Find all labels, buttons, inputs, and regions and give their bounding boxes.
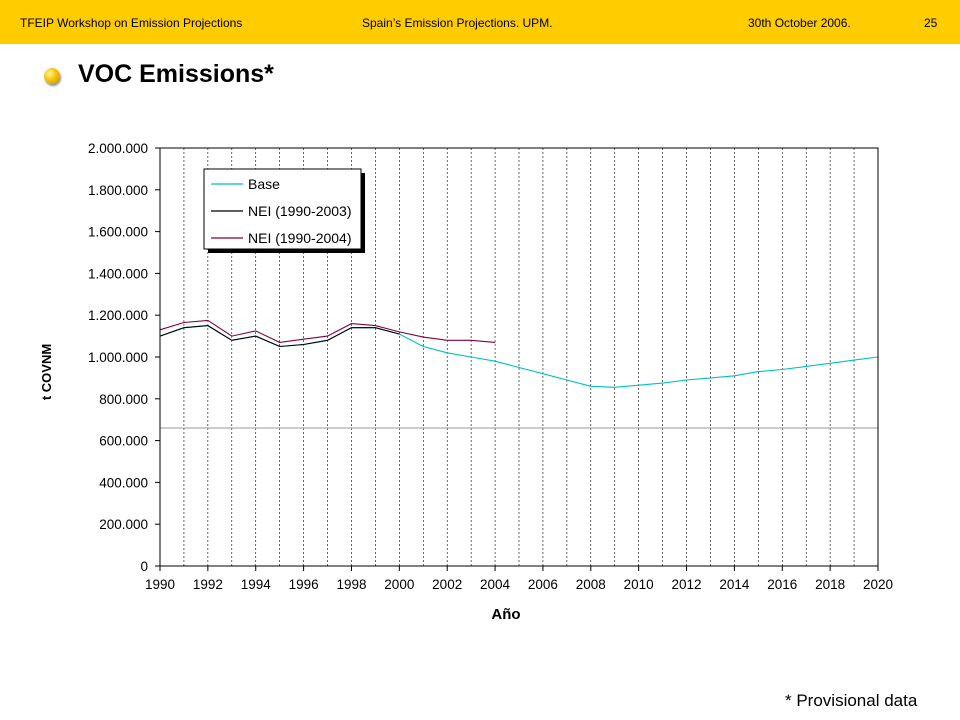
y-tick-label: 1.600.000 xyxy=(88,225,148,240)
x-tick-label: 1998 xyxy=(336,577,366,592)
y-tick-label: 0 xyxy=(140,559,148,574)
y-axis-ticks: 0 200.000 400.000 600.000 800.000 1.000.000 1.… xyxy=(88,141,160,574)
header-workshop-title: TFEIP Workshop on Emission Projections xyxy=(20,16,243,30)
y-tick-label: 800.000 xyxy=(99,392,148,407)
legend-label: NEI (1990-2003) xyxy=(248,203,352,219)
slide-title: VOC Emissions* xyxy=(78,60,274,88)
bullet-icon xyxy=(44,68,60,84)
x-tick-label: 2018 xyxy=(815,577,845,592)
x-axis-ticks: 1990 1992 1994 1996 1998 2000 2002 2004 2006 2008… xyxy=(145,566,893,592)
x-tick-label: 1996 xyxy=(289,577,319,592)
x-tick-label: 1994 xyxy=(241,577,272,592)
y-tick-label: 400.000 xyxy=(99,475,148,490)
header-presentation-title: Spain’s Emission Projections. UPM. xyxy=(362,16,553,30)
x-tick-label: 2016 xyxy=(767,577,797,592)
x-tick-label: 2004 xyxy=(480,577,511,592)
x-tick-label: 2012 xyxy=(672,577,702,592)
slide-number: 25 xyxy=(924,16,938,30)
y-tick-label: 2.000.000 xyxy=(88,141,148,156)
x-tick-label: 2000 xyxy=(384,577,414,592)
x-tick-label: 1990 xyxy=(145,577,175,592)
y-tick-label: 600.000 xyxy=(99,434,148,449)
y-tick-label: 200.000 xyxy=(99,517,148,532)
legend-label: Base xyxy=(248,176,280,192)
y-tick-label: 1.000.000 xyxy=(88,350,148,365)
y-tick-label: 1.400.000 xyxy=(88,266,148,281)
header-date: 30th October 2006. xyxy=(748,16,851,30)
chart-legend: Base NEI (1990-2003) NEI (1990-2004) xyxy=(203,168,365,253)
header-bar: TFEIP Workshop on Emission Projections S… xyxy=(0,0,960,44)
provisional-note: * Provisional data xyxy=(785,691,918,710)
chart-series xyxy=(159,319,879,388)
y-tick-label: 1.800.000 xyxy=(88,183,148,198)
y-axis-label: t COVNM xyxy=(39,344,54,400)
x-tick-label: 2014 xyxy=(719,577,750,592)
legend-box xyxy=(203,168,362,250)
y-tick-label: 1.200.000 xyxy=(88,308,148,323)
x-tick-label: 2010 xyxy=(624,577,654,592)
x-tick-label: 2002 xyxy=(432,577,462,592)
x-tick-label: 2020 xyxy=(863,577,893,592)
x-tick-label: 1992 xyxy=(193,577,223,592)
x-axis-label: Año xyxy=(491,606,520,623)
legend-label: NEI (1990-2004) xyxy=(248,230,352,246)
x-tick-label: 2008 xyxy=(576,577,606,592)
series-line-nei-2004 xyxy=(159,319,496,343)
x-tick-label: 2006 xyxy=(528,577,558,592)
series-line-nei-2003 xyxy=(159,325,400,348)
